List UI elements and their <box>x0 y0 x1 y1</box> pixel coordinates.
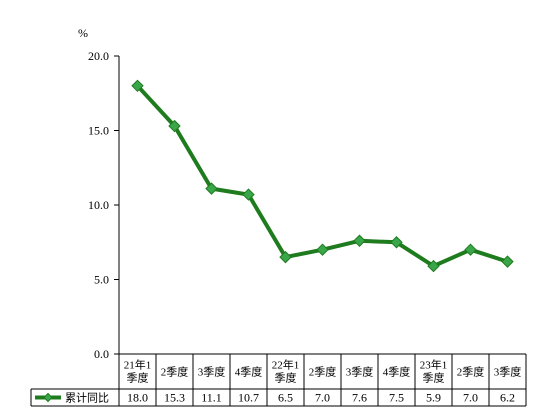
axes <box>114 55 120 355</box>
y-tick-label: 5.0 <box>94 273 109 287</box>
legend: 累计同比 <box>35 392 109 405</box>
data-value-label: 10.7 <box>238 391 259 405</box>
data-value-label: 15.3 <box>164 391 185 405</box>
x-category-label: 3季度 <box>198 365 226 379</box>
y-tick-label: 10.0 <box>88 198 109 212</box>
x-category-label: 2季度 <box>457 365 485 379</box>
x-category-label: 3季度 <box>494 365 522 379</box>
data-table: 21年1 季度 2季度 3季度 4季度 22年1 季度 2季度 3季度 4季度 23年1 季度 2季度 3… <box>30 353 527 407</box>
legend-marker-swatch <box>43 392 53 403</box>
data-point-marker <box>390 236 403 249</box>
data-point-marker <box>316 243 329 256</box>
y-tick-label: 0.0 <box>94 347 109 361</box>
data-point-marker <box>279 250 292 264</box>
data-point-marker <box>464 243 477 256</box>
x-category-label: 22年1 季度 <box>272 358 300 385</box>
series-markers <box>131 79 514 273</box>
data-point-marker <box>427 259 440 273</box>
data-point-marker <box>353 234 366 247</box>
series-line <box>136 84 509 269</box>
y-tick-labels: 0.0 5.0 10.0 15.0 20.0 <box>88 49 109 361</box>
data-point-marker <box>131 79 144 93</box>
data-value-label: 7.0 <box>463 391 478 405</box>
y-unit-label: % <box>78 26 88 40</box>
data-value-label: 7.0 <box>315 391 330 405</box>
data-value-label: 6.5 <box>278 391 293 405</box>
data-value-label: 11.1 <box>201 391 222 405</box>
data-point-marker <box>501 255 514 268</box>
x-category-label: 4季度 <box>383 365 411 379</box>
data-value-label: 5.9 <box>426 391 441 405</box>
x-category-label: 21年1 季度 <box>124 358 152 385</box>
series-line-group <box>136 84 509 269</box>
y-tick-label: 15.0 <box>88 124 109 138</box>
data-point-marker <box>242 188 255 201</box>
data-value-label: 7.6 <box>352 391 367 405</box>
data-point-marker <box>168 119 181 133</box>
data-value-label: 18.0 <box>127 391 148 405</box>
y-tick-label: 20.0 <box>88 49 109 63</box>
x-category-label: 3季度 <box>346 365 374 379</box>
x-category-label: 23年1 季度 <box>420 358 448 385</box>
data-value-label: 7.5 <box>389 391 404 405</box>
x-category-label: 2季度 <box>161 365 189 379</box>
data-value-label: 6.2 <box>500 391 515 405</box>
legend-label: 累计同比 <box>65 392 109 405</box>
x-category-label: 4季度 <box>235 365 263 379</box>
x-category-label: 2季度 <box>309 365 337 379</box>
data-point-marker <box>205 182 218 195</box>
